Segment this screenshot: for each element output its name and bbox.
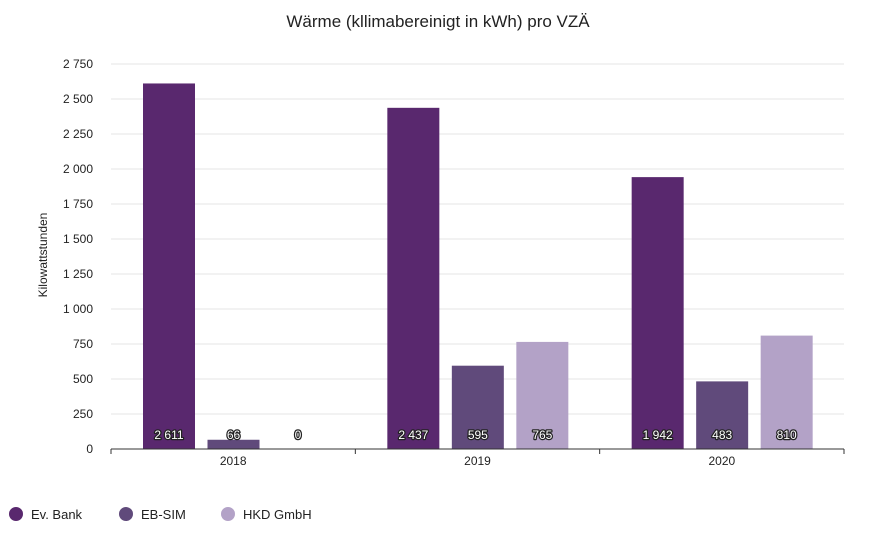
gridlines bbox=[111, 63, 844, 415]
data-label: 810 bbox=[777, 428, 797, 442]
data-label: 1 942 bbox=[643, 428, 673, 442]
y-axis-label: Kilowattstunden bbox=[36, 213, 50, 298]
bar bbox=[631, 177, 684, 449]
bar bbox=[207, 439, 260, 449]
y-tick-label: 0 bbox=[86, 442, 93, 456]
y-tick-label: 2 250 bbox=[63, 127, 93, 141]
data-label: 595 bbox=[468, 428, 488, 442]
legend-marker bbox=[9, 507, 23, 521]
legend-label: HKD GmbH bbox=[243, 507, 312, 522]
data-label: 0 bbox=[295, 428, 302, 442]
y-tick-label: 2 750 bbox=[63, 57, 93, 71]
y-tick-label: 2 500 bbox=[63, 92, 93, 106]
bar bbox=[451, 365, 504, 449]
y-tick-label: 1 000 bbox=[63, 302, 93, 316]
y-tick-label: 250 bbox=[73, 407, 93, 421]
bar bbox=[143, 83, 195, 450]
data-label: 2 437 bbox=[398, 428, 428, 442]
data-label: 66 bbox=[227, 428, 241, 442]
legend-marker bbox=[119, 507, 133, 521]
bar bbox=[760, 335, 813, 449]
legend-label: Ev. Bank bbox=[31, 507, 83, 522]
y-tick-label: 2 000 bbox=[63, 162, 93, 176]
y-tick-label: 500 bbox=[73, 372, 93, 386]
x-axis bbox=[110, 448, 845, 454]
y-tick-label: 750 bbox=[73, 337, 93, 351]
bars bbox=[143, 83, 813, 450]
bar bbox=[516, 341, 569, 449]
y-tick-label: 1 750 bbox=[63, 197, 93, 211]
legend-marker bbox=[221, 507, 235, 521]
x-tick-label: 2020 bbox=[708, 454, 735, 468]
data-labels: 2 611 2 437 1 942 66 595 483 0 765 810 bbox=[153, 427, 798, 444]
x-axis-ticks: 2018 2019 2020 bbox=[220, 454, 736, 468]
bar bbox=[387, 107, 440, 449]
x-tick-label: 2018 bbox=[220, 454, 247, 468]
y-axis-ticks: 0 250 500 750 1 000 1 250 1 500 1 750 2 000 2 250… bbox=[63, 57, 93, 456]
y-tick-label: 1 250 bbox=[63, 267, 93, 281]
data-label: 765 bbox=[532, 428, 552, 442]
x-tick-label: 2019 bbox=[464, 454, 491, 468]
data-label: 2 611 bbox=[154, 428, 183, 442]
legend: Ev. Bank EB-SIM HKD GmbH bbox=[9, 507, 312, 522]
y-tick-label: 1 500 bbox=[63, 232, 93, 246]
chart-title: Wärme (kllimabereinigt in kWh) pro VZÄ bbox=[286, 12, 590, 31]
data-label: 483 bbox=[712, 428, 732, 442]
legend-label: EB-SIM bbox=[141, 507, 186, 522]
bar bbox=[696, 381, 749, 449]
